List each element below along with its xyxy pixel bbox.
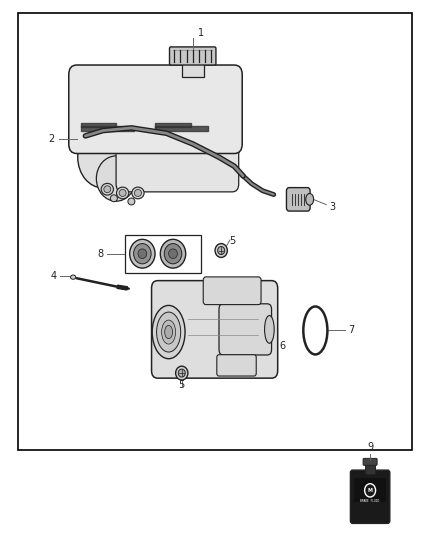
Ellipse shape xyxy=(215,244,227,257)
FancyBboxPatch shape xyxy=(170,47,216,65)
Text: 2: 2 xyxy=(49,134,55,143)
Ellipse shape xyxy=(117,187,129,199)
Ellipse shape xyxy=(130,239,155,268)
Text: 3: 3 xyxy=(329,203,335,212)
Text: 9: 9 xyxy=(367,442,373,452)
FancyBboxPatch shape xyxy=(219,304,272,355)
Ellipse shape xyxy=(306,193,314,205)
Ellipse shape xyxy=(169,249,177,259)
Ellipse shape xyxy=(132,187,144,199)
Text: M: M xyxy=(367,488,373,493)
FancyBboxPatch shape xyxy=(69,65,242,154)
Text: 6: 6 xyxy=(279,342,286,351)
Ellipse shape xyxy=(265,316,274,343)
FancyBboxPatch shape xyxy=(350,470,390,523)
FancyBboxPatch shape xyxy=(217,355,256,376)
FancyBboxPatch shape xyxy=(203,277,261,305)
Text: 5: 5 xyxy=(229,236,235,246)
FancyBboxPatch shape xyxy=(286,188,310,211)
Ellipse shape xyxy=(104,186,111,192)
Ellipse shape xyxy=(164,244,182,264)
Ellipse shape xyxy=(134,244,151,264)
FancyArrow shape xyxy=(117,285,130,290)
Ellipse shape xyxy=(71,275,76,279)
FancyBboxPatch shape xyxy=(152,280,278,378)
Text: BRAKE FLUID: BRAKE FLUID xyxy=(360,499,380,503)
Bar xyxy=(365,463,375,474)
FancyBboxPatch shape xyxy=(116,123,239,192)
Bar xyxy=(125,235,201,273)
Ellipse shape xyxy=(218,246,225,255)
Bar xyxy=(182,56,204,77)
Bar xyxy=(18,13,412,450)
Ellipse shape xyxy=(165,325,173,339)
Ellipse shape xyxy=(128,198,135,205)
Text: 5: 5 xyxy=(179,380,185,390)
Ellipse shape xyxy=(176,366,188,380)
Text: 7: 7 xyxy=(348,326,354,335)
Ellipse shape xyxy=(138,249,147,259)
Text: 4: 4 xyxy=(51,271,57,280)
Ellipse shape xyxy=(96,156,136,201)
Text: 1: 1 xyxy=(198,28,205,37)
Ellipse shape xyxy=(162,320,176,344)
Ellipse shape xyxy=(119,189,126,196)
Ellipse shape xyxy=(101,183,113,195)
Ellipse shape xyxy=(152,305,185,359)
Ellipse shape xyxy=(364,484,376,497)
Ellipse shape xyxy=(157,312,180,352)
FancyBboxPatch shape xyxy=(180,50,206,59)
Bar xyxy=(354,478,386,502)
Ellipse shape xyxy=(134,189,141,196)
Ellipse shape xyxy=(178,369,185,377)
Ellipse shape xyxy=(160,239,186,268)
Ellipse shape xyxy=(110,195,117,201)
FancyBboxPatch shape xyxy=(363,458,377,465)
Ellipse shape xyxy=(78,127,128,188)
Text: 8: 8 xyxy=(98,249,104,259)
